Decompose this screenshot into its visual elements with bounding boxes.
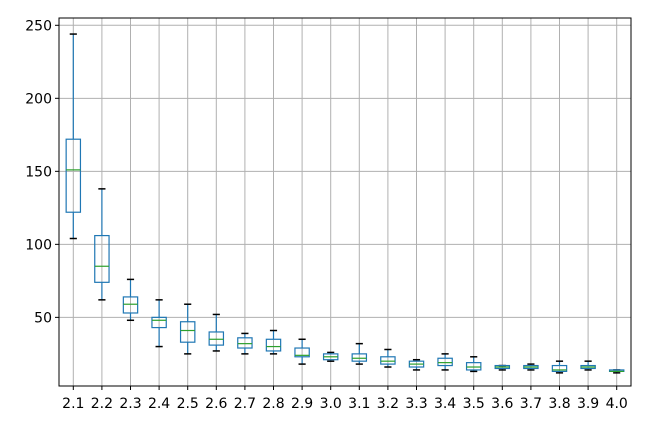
box-iqr <box>94 234 110 283</box>
y-tick-label: 150 <box>25 164 52 180</box>
x-tick-label: 3.6 <box>491 396 513 412</box>
box-3.5 <box>465 356 482 373</box>
x-tick-label: 3.0 <box>320 396 342 412</box>
x-tick-label: 2.8 <box>262 396 284 412</box>
box-2.5 <box>179 303 196 355</box>
x-tick-label: 2.6 <box>205 396 227 412</box>
box-iqr <box>237 337 253 349</box>
x-tick-label: 4.0 <box>606 396 628 412</box>
box-3.8 <box>551 360 568 374</box>
box-3.4 <box>437 353 453 371</box>
box-3.9 <box>580 360 596 371</box>
box-iqr <box>265 338 282 352</box>
x-tick-label: 3.3 <box>405 396 427 412</box>
x-tick-label: 2.4 <box>148 396 170 412</box>
box-3.3 <box>408 358 425 371</box>
x-tick-label: 2.3 <box>119 396 141 412</box>
box-iqr <box>294 347 310 358</box>
y-tick-label: 250 <box>25 18 52 34</box>
y-tick-label: 50 <box>34 310 52 326</box>
box-3.7 <box>523 363 539 371</box>
y-tick-label: 100 <box>25 237 52 253</box>
x-tick-label: 2.5 <box>177 396 199 412</box>
grid-layer <box>59 18 631 386</box>
x-tick-label: 2.9 <box>291 396 313 412</box>
y-tick-label: 200 <box>25 91 52 107</box>
box-2.2 <box>94 188 110 301</box>
plot-frame <box>58 17 632 387</box>
box-3.1 <box>351 342 368 365</box>
box-2.1 <box>65 33 82 240</box>
box-iqr <box>179 321 196 343</box>
box-iqr <box>437 357 453 367</box>
x-tick-label: 2.7 <box>234 396 256 412</box>
box-iqr <box>65 138 82 213</box>
box-2.9 <box>294 338 310 365</box>
y-axis: 50 100 150 200 250 <box>25 18 59 326</box>
x-tick-label: 3.2 <box>377 396 399 412</box>
x-tick-label: 2.2 <box>91 396 113 412</box>
box-3.6 <box>494 364 511 371</box>
x-tick-label: 3.8 <box>548 396 570 412</box>
x-tick-label: 3.4 <box>434 396 456 412</box>
box-layer <box>65 33 625 374</box>
box-2.8 <box>265 329 282 355</box>
box-iqr <box>351 353 368 362</box>
x-tick-label: 3.1 <box>348 396 370 412</box>
x-tick-label: 3.5 <box>463 396 485 412</box>
x-tick-label: 3.9 <box>577 396 599 412</box>
box-iqr <box>151 316 167 329</box>
box-3.2 <box>380 348 396 368</box>
box-iqr <box>465 362 482 371</box>
box-2.4 <box>151 299 167 348</box>
box-iqr <box>208 331 225 346</box>
x-tick-label: 3.7 <box>520 396 542 412</box>
box-iqr <box>551 364 568 372</box>
box-2.7 <box>237 332 253 355</box>
box-iqr <box>380 356 396 365</box>
box-2.6 <box>208 313 225 352</box>
x-axis: 2.1 2.2 2.3 2.4 2.5 2.6 2.7 2.8 2.9 3.0 3.1 3.2 3.3 3… <box>62 386 628 412</box>
box-iqr <box>122 296 139 314</box>
box-3.0 <box>322 351 339 362</box>
box-2.3 <box>122 278 139 322</box>
box-4.0 <box>608 369 625 374</box>
x-tick-label: 2.1 <box>62 396 84 412</box>
